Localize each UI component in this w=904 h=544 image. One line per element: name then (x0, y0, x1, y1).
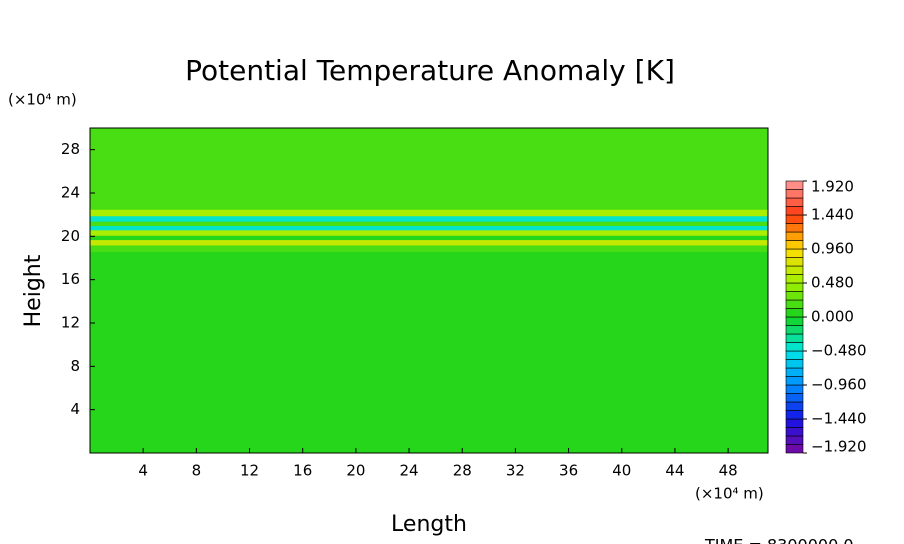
colorbar-label: −1.920 (811, 438, 867, 456)
colorbar-bin (785, 316, 804, 326)
heatmap-cell (90, 221, 768, 226)
y-tick-label: 16 (61, 270, 80, 288)
x-tick-label: 24 (400, 462, 419, 480)
colorbar-bin (785, 359, 804, 369)
heatmap-cell (90, 215, 768, 222)
heatmap-cell (90, 239, 768, 246)
x-tick-label: 20 (346, 462, 365, 480)
x-tick-label: 44 (665, 462, 684, 480)
colorbar-bin (785, 265, 804, 275)
colorbar-bin (785, 180, 804, 190)
colorbar-label: 1.440 (811, 206, 854, 224)
colorbar-bin (785, 435, 804, 445)
colorbar-bin (785, 240, 804, 250)
x-tick-label: 12 (240, 462, 259, 480)
x-tick-label: 32 (506, 462, 525, 480)
colorbar-label: 1.920 (811, 178, 854, 196)
footer: TIME = 8300000.0 (704, 536, 854, 544)
colorbar-bin (785, 333, 804, 343)
chart-title: Potential Temperature Anomaly [K] (185, 54, 675, 87)
colorbar-label: 0.480 (811, 274, 854, 292)
colorbar-bin (785, 189, 804, 199)
y-tick-label: 12 (61, 314, 80, 332)
heatmap-cell (90, 198, 768, 210)
colorbar-label: 0.000 (811, 308, 854, 326)
x-tick-label: 8 (192, 462, 202, 480)
colorbar-bin (785, 393, 804, 403)
colorbar-bin (785, 342, 804, 352)
colorbar-label: −0.480 (811, 342, 867, 360)
colorbar-bin (785, 325, 804, 335)
y-tick-label: 20 (61, 227, 80, 245)
colorbar-bin (785, 410, 804, 420)
x-tick-label: 4 (138, 462, 148, 480)
colorbar-bin (785, 274, 804, 284)
colorbar-bin (785, 223, 804, 233)
x-tick-label: 48 (719, 462, 738, 480)
y-tick-label: 24 (61, 184, 80, 202)
heatmap-cell (90, 251, 768, 454)
colorbar-label: 0.960 (811, 240, 854, 258)
colorbar-bin (785, 257, 804, 267)
colorbar-bin (785, 384, 804, 394)
heatmap-cell (90, 209, 768, 217)
x-unit: (×10⁴ m) (695, 485, 764, 503)
x-axis-label: Length (391, 512, 467, 537)
x-tick-label: 36 (559, 462, 578, 480)
colorbar-bin (785, 376, 804, 386)
heatmap-cell (90, 235, 768, 241)
y-tick-label: 28 (61, 140, 80, 158)
colorbar-bin (785, 308, 804, 318)
colorbar-bin (785, 350, 804, 360)
heatmap-cell (90, 225, 768, 231)
heatmap-cell (90, 229, 768, 236)
colorbar-label: −0.960 (811, 376, 867, 394)
colorbar-bin (785, 291, 804, 301)
x-tick-label: 16 (293, 462, 312, 480)
colorbar-bin (785, 282, 804, 292)
colorbar-bin (785, 444, 804, 454)
colorbar-bin (785, 248, 804, 258)
y-axis-label: Height (21, 254, 46, 327)
y-unit: (×10⁴ m) (8, 91, 77, 109)
colorbar-bin (785, 206, 804, 216)
colorbar-bin (785, 401, 804, 411)
y-tick-label: 4 (70, 400, 80, 418)
colorbar-bin (785, 197, 804, 207)
x-tick-label: 28 (453, 462, 472, 480)
heatmap-cell (90, 245, 768, 252)
y-tick-label: 8 (70, 357, 80, 375)
x-tick-label: 40 (612, 462, 631, 480)
colorbar-label: −1.440 (811, 410, 867, 428)
colorbar-bin (785, 367, 804, 377)
colorbar-bin (785, 418, 804, 428)
colorbar-bin (785, 427, 804, 437)
plot-frame (89, 127, 769, 454)
heatmap-cell (90, 128, 768, 199)
colorbar-bin (785, 214, 804, 224)
colorbar-bin (785, 299, 804, 309)
colorbar-bin (785, 231, 804, 241)
